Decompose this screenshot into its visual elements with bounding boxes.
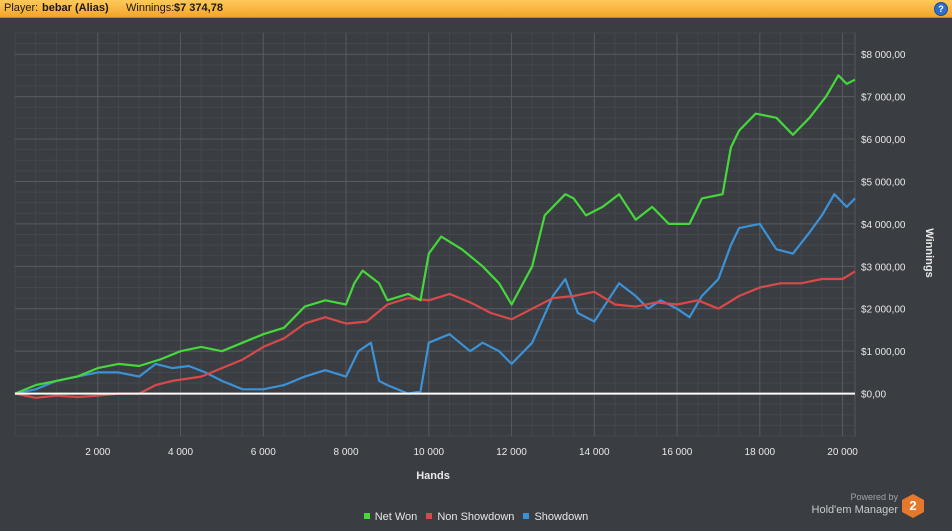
- y-tick-label: $1 000,00: [861, 347, 906, 358]
- series-line-non-showdown: [14, 270, 856, 399]
- top-bar: Player: bebar (Alias) Winnings: $7 374,7…: [0, 0, 952, 18]
- y-tick-label: $8 000,00: [861, 50, 906, 61]
- legend-swatch: [523, 513, 530, 519]
- hem-branding: Powered by Hold'em Manager 2: [796, 492, 946, 525]
- series-lines: [14, 74, 856, 399]
- legend-label: Showdown: [534, 511, 589, 523]
- y-tick-label: $7 000,00: [861, 93, 906, 104]
- x-tick-label: 18 000: [745, 447, 776, 458]
- powered-by-text: Powered by: [850, 492, 898, 502]
- winnings-value: $7 374,78: [174, 2, 223, 14]
- series-line-showdown: [14, 193, 856, 395]
- x-axis-ticks: 2 000 4 000 6 000 8 000 10 000 12 000 14 000 16…: [85, 447, 858, 458]
- x-tick-label: 16 000: [662, 447, 693, 458]
- legend-item-non-showdown[interactable]: Non Showdown: [426, 511, 514, 523]
- x-tick-label: 12 000: [496, 447, 527, 458]
- x-tick-label: 2 000: [85, 447, 110, 458]
- y-tick-label: $0,00: [861, 390, 886, 401]
- x-tick-label: 20 000: [827, 447, 858, 458]
- legend-label: Net Won: [374, 511, 418, 523]
- brand-name: Hold'em Manager: [811, 504, 898, 516]
- hem-logo-icon: 2: [902, 494, 924, 518]
- x-tick-label: 8 000: [334, 447, 359, 458]
- y-axis-ticks: $0,00 $1 000,00 $2 000,00 $3 000,00 $4 000,0…: [861, 50, 906, 400]
- winnings-chart: $0,00 $1 000,00 $2 000,00 $3 000,00 $4 000,0…: [14, 32, 935, 482]
- legend-item-net-won[interactable]: Net Won: [363, 511, 418, 523]
- legend-item-showdown[interactable]: Showdown: [523, 511, 588, 523]
- x-tick-label: 14 000: [579, 447, 610, 458]
- x-tick-label: 4 000: [168, 447, 193, 458]
- y-tick-label: $2 000,00: [861, 305, 906, 316]
- legend-swatch: [363, 513, 370, 519]
- y-tick-label: $5 000,00: [861, 177, 906, 188]
- y-tick-label: $4 000,00: [861, 220, 906, 231]
- x-axis-label: Hands: [416, 470, 450, 482]
- y-axis-label: Winnings: [923, 228, 935, 277]
- player-name: bebar (Alias): [42, 2, 109, 14]
- x-tick-label: 6 000: [251, 447, 276, 458]
- chart-legend: Net Won Non Showdown Showdown: [0, 511, 952, 523]
- winnings-label: Winnings:: [126, 2, 175, 14]
- help-icon[interactable]: ?: [934, 2, 948, 16]
- series-line-net-won: [14, 74, 856, 395]
- legend-label: Non Showdown: [437, 511, 515, 523]
- x-tick-label: 10 000: [413, 447, 444, 458]
- y-tick-label: $6 000,00: [861, 135, 906, 146]
- minor-grid: [14, 32, 856, 437]
- y-tick-label: $3 000,00: [861, 262, 906, 273]
- player-label: Player:: [4, 2, 39, 14]
- legend-swatch: [426, 513, 433, 519]
